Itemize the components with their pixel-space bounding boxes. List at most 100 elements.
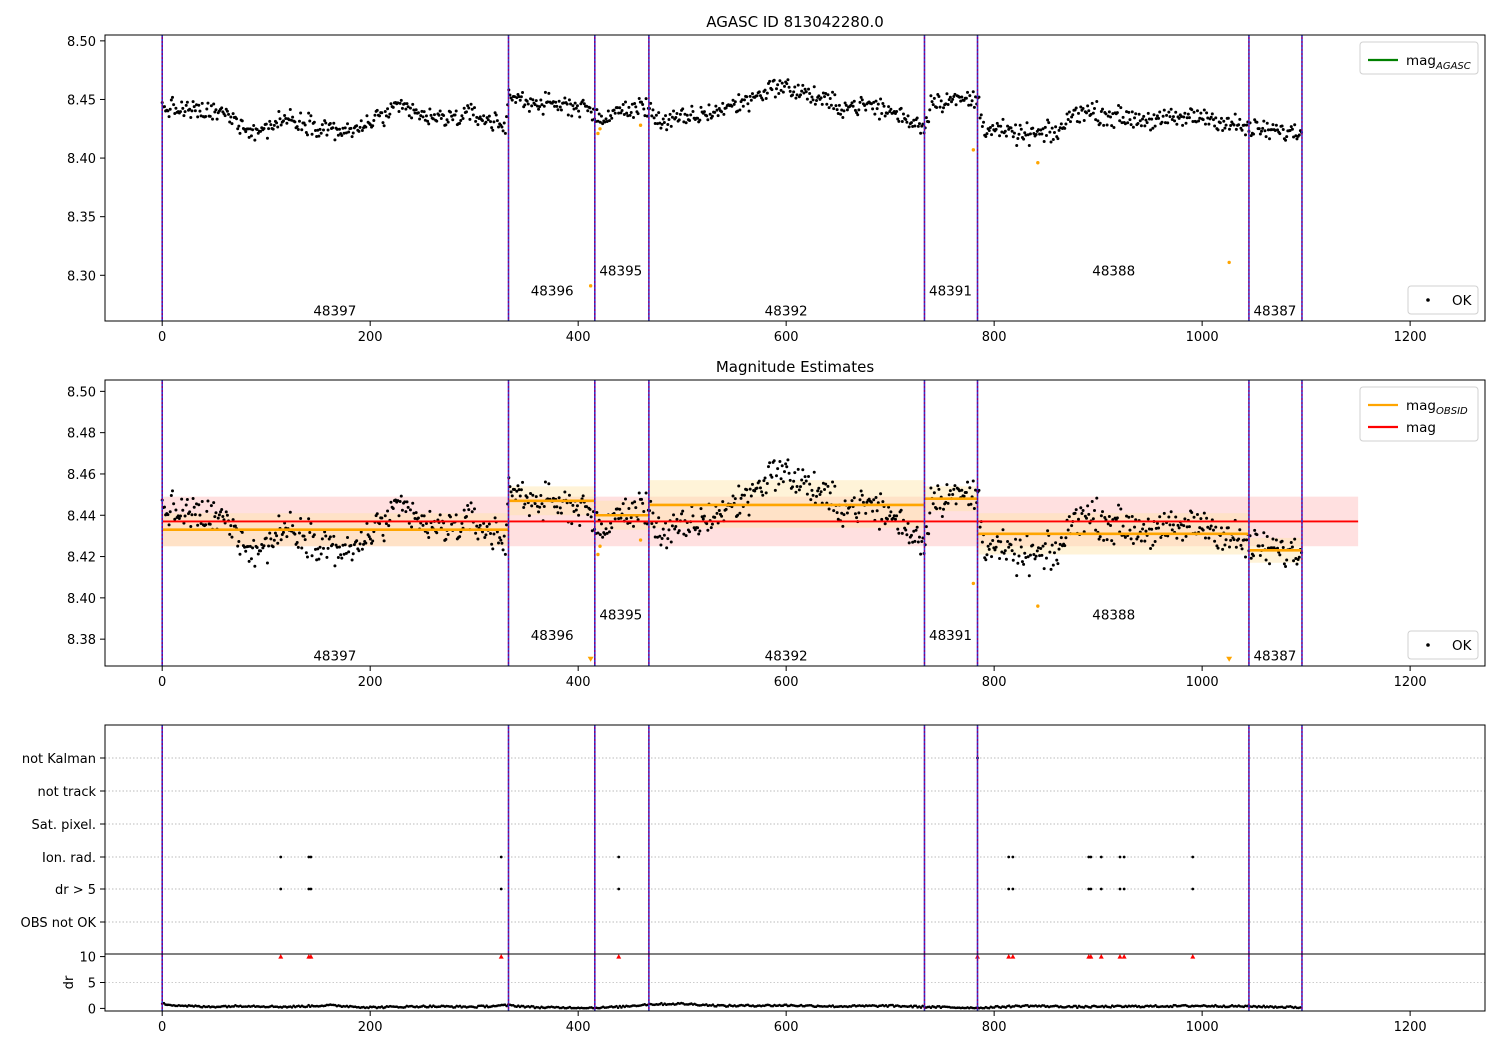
data-point: [1229, 123, 1233, 127]
data-point: [636, 112, 640, 116]
data-point: [1227, 127, 1231, 131]
data-point: [1232, 123, 1236, 127]
data-point: [1183, 517, 1187, 521]
flag-point: [1099, 887, 1103, 891]
data-point: [1211, 118, 1215, 122]
data-point: [244, 130, 248, 134]
data-point: [1175, 122, 1179, 126]
data-point: [628, 113, 632, 117]
data-point: [914, 528, 918, 532]
data-point: [841, 115, 845, 119]
legend-marker: [1426, 643, 1430, 647]
data-point: [1040, 132, 1044, 136]
flag-point: [1089, 887, 1093, 891]
data-point: [212, 501, 216, 505]
data-point: [275, 121, 279, 125]
data-point: [1128, 118, 1132, 122]
data-point: [629, 516, 633, 520]
data-point: [816, 489, 820, 493]
data-point: [904, 118, 908, 122]
data-point: [1257, 127, 1261, 131]
data-point: [563, 96, 567, 100]
data-point: [162, 105, 166, 109]
data-point: [166, 513, 170, 517]
data-point: [1265, 121, 1269, 125]
data-point: [295, 125, 299, 129]
data-point: [1216, 128, 1220, 132]
data-point: [406, 505, 410, 509]
data-point: [221, 515, 225, 519]
data-point: [318, 127, 322, 131]
obsid-boundaries: [161, 35, 1303, 321]
data-point: [478, 115, 482, 119]
data-point: [497, 541, 501, 545]
data-point: [312, 120, 316, 124]
data-point: [352, 543, 356, 547]
data-point: [641, 501, 645, 505]
data-point: [1119, 507, 1123, 511]
data-point: [1284, 138, 1288, 142]
data-point: [1153, 124, 1157, 128]
data-point: [543, 480, 547, 484]
data-point: [1239, 543, 1243, 547]
data-point: [1223, 126, 1227, 130]
data-point: [885, 111, 889, 115]
data-point: [209, 504, 213, 508]
clipped-dr-marker: [1006, 954, 1012, 959]
data-point: [191, 496, 195, 500]
data-point: [860, 98, 864, 102]
data-point: [384, 114, 388, 118]
data-point: [1226, 526, 1230, 530]
outlier-point: [598, 127, 602, 131]
data-point: [677, 118, 681, 122]
x-tick-label: 1000: [1186, 675, 1219, 690]
panel-title: AGASC ID 813042280.0: [706, 13, 884, 31]
data-point: [1153, 539, 1157, 543]
data-point: [1038, 132, 1042, 136]
data-point: [1047, 121, 1051, 125]
data-point: [661, 527, 665, 531]
data-point: [627, 105, 631, 109]
data-point: [1169, 107, 1173, 111]
data-point: [319, 131, 323, 135]
data-point: [840, 108, 844, 112]
data-point: [1106, 114, 1110, 118]
data-point: [421, 523, 425, 527]
data-point: [809, 498, 813, 502]
data-point: [273, 531, 277, 535]
data-point: [859, 95, 863, 99]
data-point: [887, 505, 891, 509]
data-point: [1019, 127, 1023, 131]
data-point: [707, 103, 711, 107]
data-point: [745, 488, 749, 492]
data-point: [248, 127, 252, 131]
data-point: [375, 108, 379, 112]
data-point: [268, 119, 272, 123]
data-point: [921, 122, 925, 126]
data-point: [875, 509, 879, 513]
data-point: [1123, 535, 1127, 539]
data-point: [1138, 119, 1142, 123]
data-point: [267, 127, 271, 131]
data-point: [1096, 119, 1100, 123]
data-point: [448, 515, 452, 519]
data-point: [1034, 132, 1038, 136]
data-point: [724, 106, 728, 110]
data-point: [472, 507, 476, 511]
data-point: [1068, 120, 1072, 124]
data-point: [431, 117, 435, 121]
data-point: [553, 505, 557, 509]
data-point: [864, 108, 868, 112]
data-point: [1056, 562, 1060, 566]
data-point: [383, 109, 387, 113]
data-point: [483, 535, 487, 539]
data-point: [359, 119, 363, 123]
data-point: [673, 527, 677, 531]
x-tick-label: 800: [982, 675, 1007, 690]
data-point: [1157, 116, 1161, 120]
data-point: [502, 534, 506, 538]
data-point: [387, 115, 391, 119]
data-point: [1106, 522, 1110, 526]
data-point: [964, 490, 968, 494]
data-point: [191, 100, 195, 104]
